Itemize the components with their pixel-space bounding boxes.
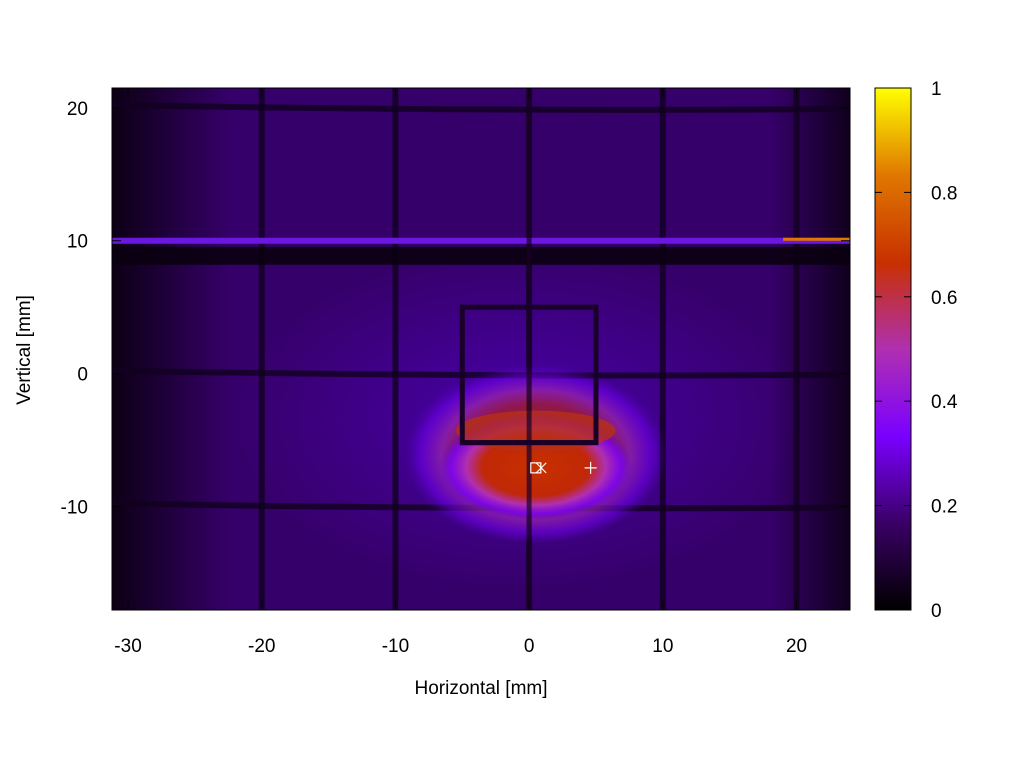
x-tick-label: 0 xyxy=(524,636,535,657)
y-tick-label: 20 xyxy=(67,99,88,120)
left-dark-edge xyxy=(112,88,232,610)
x-tick-label: -10 xyxy=(382,636,409,657)
colorbar-tick-label: 0.8 xyxy=(931,183,957,204)
band-hot-segment xyxy=(783,237,850,241)
x-tick-label: 20 xyxy=(786,636,807,657)
y-tick-label: -10 xyxy=(61,497,88,518)
colorbar-tick-label: 0.6 xyxy=(931,288,957,309)
right-dark-edge xyxy=(770,88,850,610)
colorbar-gradient xyxy=(874,87,912,611)
inner-frame xyxy=(459,304,599,446)
colorbar-tick-label: 0.4 xyxy=(931,392,958,413)
x-tick-label: -30 xyxy=(114,636,141,657)
bright-band xyxy=(112,237,850,244)
heatmap-plot-area xyxy=(112,88,850,610)
y-axis: -10 0 10 20 xyxy=(61,99,850,518)
marker-plus xyxy=(584,461,597,474)
y-axis-title: Vertical [mm] xyxy=(14,295,35,405)
colorbar-tick-label: 1 xyxy=(931,79,942,100)
plot-border xyxy=(111,87,851,611)
band-shadow xyxy=(112,246,850,265)
y-tick-label: 10 xyxy=(67,232,88,253)
x-tick-label: -20 xyxy=(248,636,275,657)
colorbar: 0 0.2 0.4 0.6 0.8 1 xyxy=(874,79,958,622)
colorbar-tick-label: 0.2 xyxy=(931,497,957,518)
y-tick-label: 0 xyxy=(77,365,88,386)
x-axis-title: Horizontal [mm] xyxy=(414,678,547,699)
marker-layer xyxy=(530,461,597,474)
marker-x xyxy=(535,462,547,474)
x-tick-label: 10 xyxy=(652,636,673,657)
inner-frame-layer xyxy=(459,304,599,446)
grid-line-horizontal xyxy=(112,101,850,113)
colorbar-tick-label: 0 xyxy=(931,601,942,622)
x-axis: -30 -20 -10 0 10 20 xyxy=(114,88,807,657)
